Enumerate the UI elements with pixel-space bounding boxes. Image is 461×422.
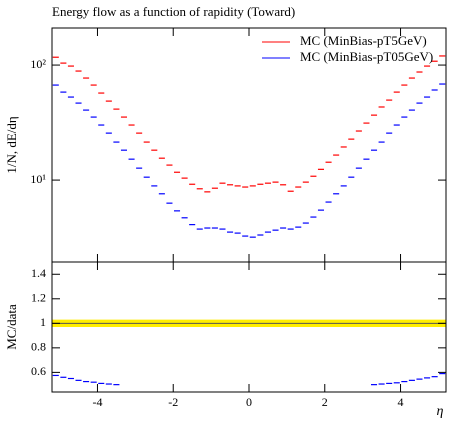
legend-label: MC (MinBias-pT05GeV) (300, 49, 433, 64)
y-tick-label: 1.2 (31, 291, 46, 305)
x-tick-label: 0 (246, 395, 252, 409)
y-tick-label: 10¹ (30, 172, 46, 186)
y-tick-label: 10² (30, 57, 46, 71)
x-tick-label: 2 (322, 395, 328, 409)
x-axis-label: η (437, 404, 444, 419)
y-tick-label: 1 (40, 315, 46, 329)
chart-title: Energy flow as a function of rapidity (T… (52, 4, 295, 19)
legend-label: MC (MinBias-pT5GeV) (300, 33, 427, 48)
y-axis-label: 1/N, dE/dη (4, 116, 19, 174)
x-tick-label: 4 (398, 395, 404, 409)
ratio-y-axis-label: MC/data (4, 304, 19, 350)
x-tick-label: -2 (168, 395, 178, 409)
y-tick-label: 0.6 (31, 364, 46, 378)
x-tick-label: -4 (92, 395, 102, 409)
y-tick-label: 0.8 (31, 340, 46, 354)
y-tick-label: 1.4 (31, 266, 46, 280)
